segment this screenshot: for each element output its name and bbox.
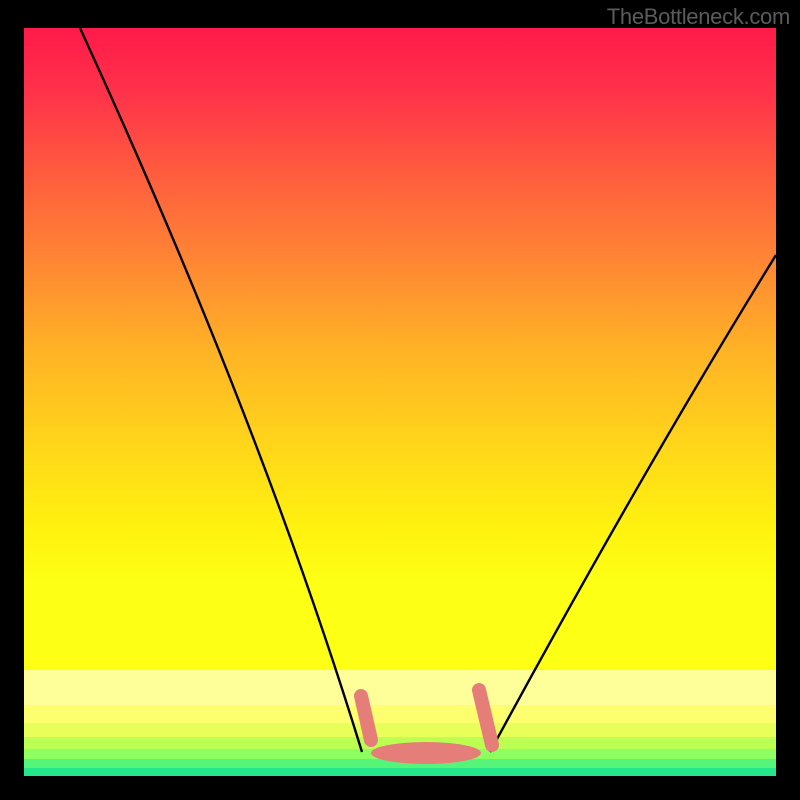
marker-left-cap [361,696,371,740]
plot-gradient [24,28,776,670]
bottleneck-chart [0,0,800,800]
watermark-text: TheBottleneck.com [607,4,790,30]
bottom-color-bands [24,705,776,776]
pale-yellow-band [24,670,776,705]
color-band [24,723,776,737]
marker-center-blob [371,742,481,764]
color-band [24,705,776,723]
color-band [24,768,776,776]
